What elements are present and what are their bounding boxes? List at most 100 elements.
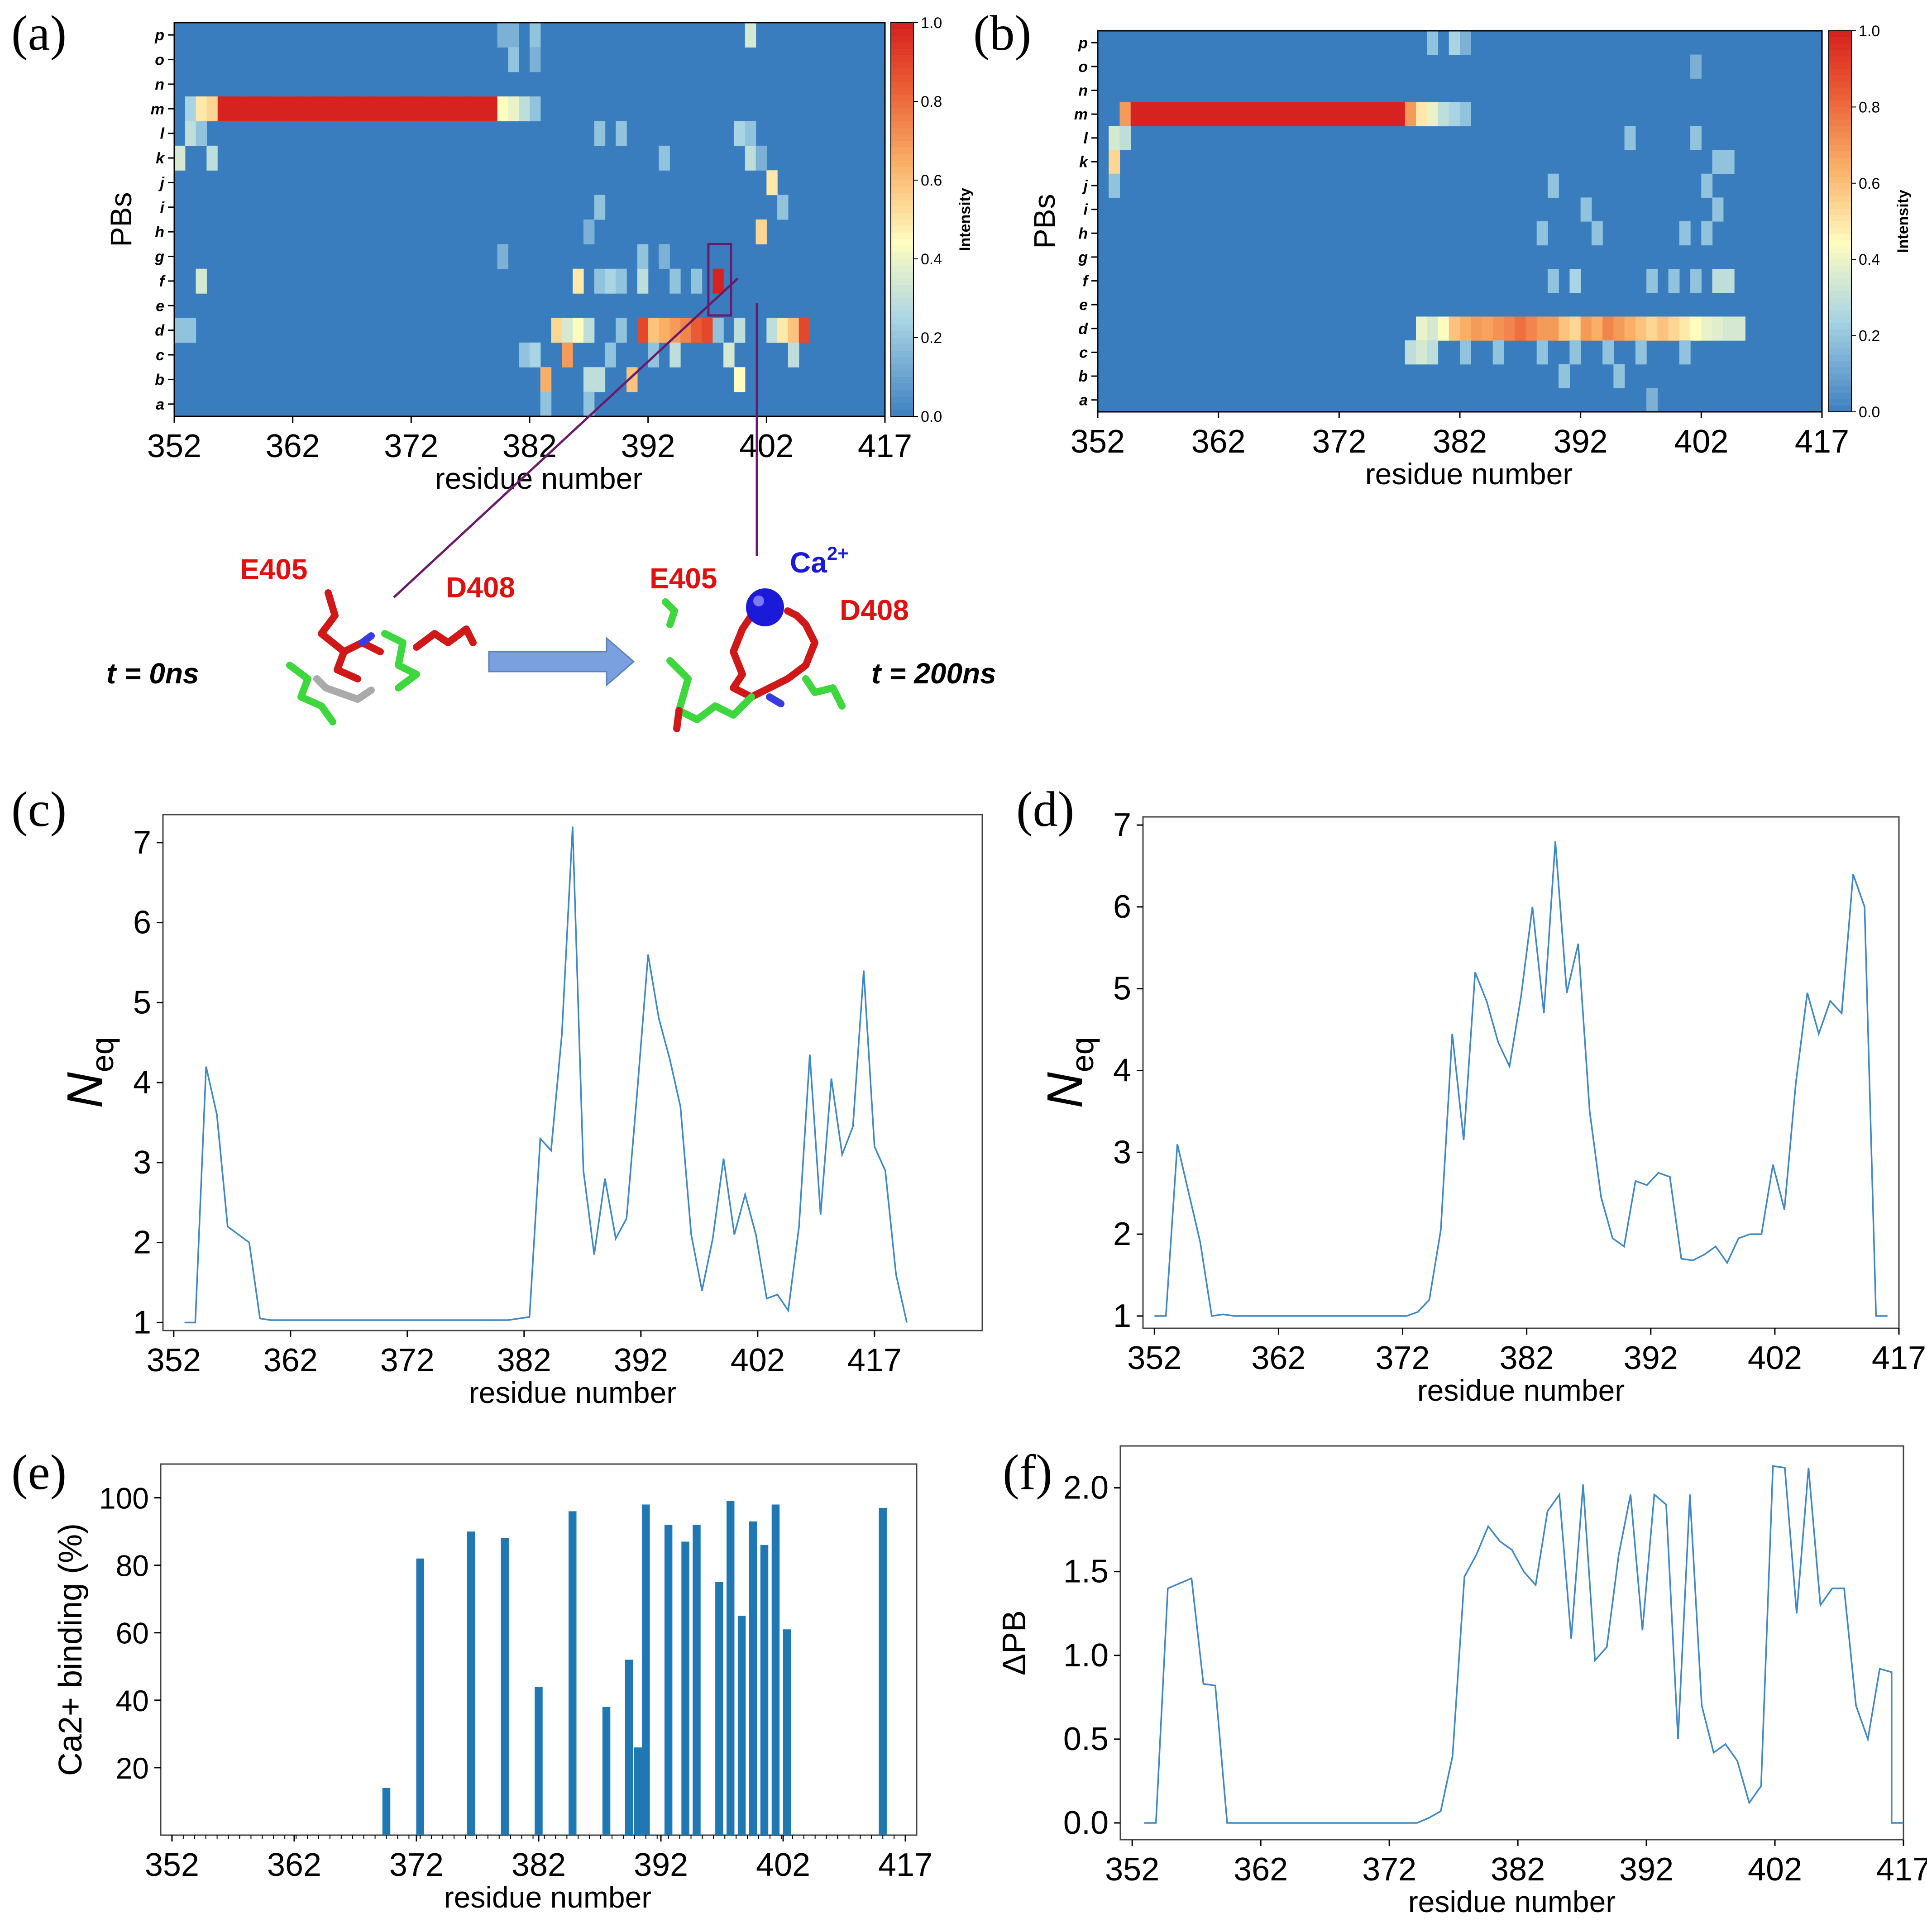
heatmap-cell <box>1569 269 1581 293</box>
heatmap-cell <box>217 96 229 122</box>
heatmap-cell <box>260 96 272 122</box>
y-tick-label: l <box>1084 130 1089 147</box>
bar <box>749 1521 757 1835</box>
x-tick-label: 402 <box>731 1342 785 1379</box>
y-axis-label-main: N <box>1037 1072 1093 1108</box>
heatmap-cell <box>1306 102 1318 127</box>
colorbar-step <box>891 265 913 272</box>
heatmap-cell <box>422 96 433 122</box>
molecule-t200-green-3 <box>802 675 846 710</box>
data-series-line <box>1144 1465 1903 1824</box>
heatmap-cell <box>637 318 649 343</box>
heatmap-cell <box>185 96 196 122</box>
heatmap-cell <box>1416 340 1427 365</box>
x-tick-label: 417 <box>878 1847 932 1883</box>
e405-label-right: E405 <box>650 562 717 595</box>
colorbar-step <box>1829 43 1851 51</box>
heatmap-cell <box>777 195 789 220</box>
heatmap-cell <box>400 96 411 122</box>
heatmap-cell <box>1350 102 1362 127</box>
heatmap-cell <box>325 96 336 122</box>
colorbar-step <box>891 338 913 345</box>
y-tick-label: g <box>154 248 164 266</box>
colorbar-step <box>891 311 913 319</box>
heatmap-cell <box>303 96 315 122</box>
heatmap-cell <box>1119 102 1131 127</box>
heatmap-cell <box>1317 102 1329 127</box>
heatmap-cell <box>594 121 606 146</box>
heatmap-cell <box>1734 316 1745 341</box>
colorbar-step <box>891 42 913 49</box>
heatmap-cell <box>616 121 627 146</box>
y-tick-label: d <box>155 322 165 339</box>
heatmap-cell <box>1416 316 1427 341</box>
molecule-t200-ring-red <box>730 607 818 701</box>
y-tick-label: o <box>1078 58 1088 76</box>
colorbar-step <box>891 318 913 325</box>
colorbar-step <box>1829 56 1851 63</box>
x-tick-label: 417 <box>847 1342 902 1379</box>
y-tick-label: 2.0 <box>1063 1470 1109 1506</box>
x-tick-label: 402 <box>739 428 794 464</box>
bar <box>467 1531 475 1835</box>
colorbar-step <box>1829 119 1851 127</box>
heatmap-cell <box>1284 102 1296 127</box>
colorbar-step <box>1829 81 1851 89</box>
heatmap-cell <box>1569 340 1581 365</box>
heatmap-cell <box>1701 173 1713 198</box>
heatmap-cell <box>508 96 519 122</box>
y-tick-label: a <box>156 396 164 413</box>
y-tick-label: l <box>160 125 165 143</box>
bar <box>681 1541 689 1835</box>
heatmap-cell <box>702 318 713 343</box>
y-tick-label: n <box>155 76 164 93</box>
colorbar-step <box>891 344 913 351</box>
x-axis-label: residue number <box>1365 457 1573 491</box>
heatmap-cell <box>1646 388 1658 412</box>
heatmap-cell <box>1690 269 1702 293</box>
heatmap-cell <box>648 318 660 343</box>
heatmap-cell <box>1624 126 1636 150</box>
colorbar-step <box>1829 221 1851 229</box>
heatmap-cell <box>282 96 293 122</box>
heatmap-cell <box>1339 102 1351 127</box>
colorbar-step <box>1829 386 1851 393</box>
highlight-box <box>707 243 732 317</box>
y-tick-label: h <box>155 224 164 241</box>
colorbar-step <box>891 180 913 187</box>
d408-label-right: D408 <box>840 594 909 626</box>
y-tick-label: 40 <box>116 1684 149 1717</box>
y-axis-label: Neq <box>1037 1037 1100 1108</box>
colorbar-step <box>891 305 913 312</box>
colorbar-step <box>891 278 913 286</box>
plot-frame <box>1119 1445 1904 1841</box>
heatmap-cell <box>1624 316 1636 341</box>
colorbar-step <box>891 154 913 161</box>
heatmap-cell <box>1712 269 1724 293</box>
heatmap-cell <box>530 23 541 48</box>
heatmap-cell <box>1460 316 1471 341</box>
colorbar-label: Intensity <box>1894 190 1912 253</box>
colorbar-step <box>1829 278 1851 286</box>
y-tick-label: c <box>156 347 164 364</box>
colorbar-step <box>891 200 913 207</box>
heatmap-cell <box>1109 173 1120 198</box>
heatmap-cell <box>1262 102 1274 127</box>
heatmap-cell <box>1712 150 1724 174</box>
heatmap-cell <box>454 96 465 122</box>
y-tick-label: 1.0 <box>1063 1637 1109 1674</box>
colorbar-step <box>891 213 913 220</box>
heatmap-cell <box>497 23 509 48</box>
colorbar-step <box>1829 399 1851 406</box>
heatmap-cell <box>1635 316 1647 341</box>
x-tick-label: 372 <box>380 1342 435 1379</box>
x-tick-label: 382 <box>1500 1340 1554 1376</box>
heatmap-cell <box>1295 102 1307 127</box>
heatmap-cell <box>1602 340 1614 365</box>
heatmap-cell <box>1251 102 1263 127</box>
y-tick-label: h <box>1078 225 1088 242</box>
colorbar-step <box>891 29 913 36</box>
heatmap-cell <box>1141 102 1153 127</box>
molecule-t0-green-2 <box>381 630 420 692</box>
colorbar-step <box>1829 272 1851 279</box>
